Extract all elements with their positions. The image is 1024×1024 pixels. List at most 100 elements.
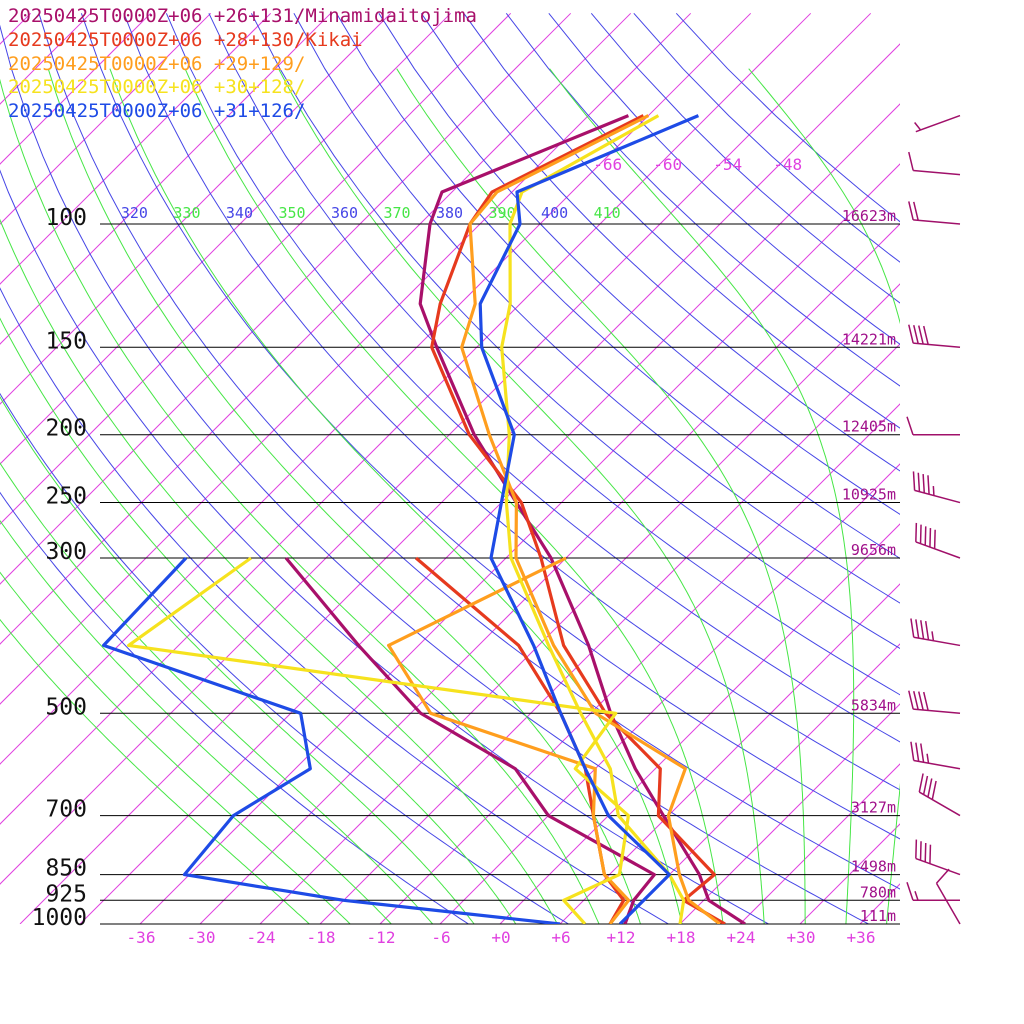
- isotherm-line: [0, 12, 272, 285]
- barb-feather: [908, 690, 914, 710]
- barb-feather: [929, 844, 932, 864]
- barb-feather: [933, 529, 936, 549]
- wind-barb: [908, 690, 961, 715]
- barb-feather: [935, 868, 950, 884]
- isotherm-line: [19, 43, 900, 924]
- isotherm-line: [0, 12, 512, 525]
- theta-label: 370: [383, 204, 410, 222]
- dry-adiabat-line: [38, 13, 900, 890]
- dewpoint-line-1: [414, 556, 626, 924]
- barb-feather: [915, 619, 920, 639]
- barb-feather: [920, 743, 925, 763]
- barb-feather: [915, 522, 918, 542]
- temperature-tick-label: +12: [607, 928, 636, 947]
- dry-adiabat-line: [335, 13, 900, 559]
- isotherm-line: [0, 12, 392, 405]
- wind-barb: [915, 839, 961, 876]
- isotherm-line: [439, 463, 900, 924]
- barb-feather: [906, 416, 914, 435]
- moist-adiabat-line: [0, 78, 600, 924]
- dry-adiabat-line: [165, 13, 900, 743]
- theta-label: 400: [541, 204, 568, 222]
- barb-feather: [924, 621, 930, 640]
- moist-adiabat-line: [549, 68, 855, 924]
- moist-adiabat-line: [109, 68, 683, 924]
- isotherm-line: [139, 163, 900, 924]
- temperature-tick-label: -24: [247, 928, 276, 947]
- barb-half-feather: [926, 753, 930, 764]
- profile-lines: [101, 114, 746, 924]
- barb-feather: [915, 742, 920, 762]
- dry-adiabat-line: [0, 169, 770, 924]
- dry-adiabat-line: [548, 12, 900, 345]
- dewpoint-line-3: [127, 556, 631, 924]
- barb-staff: [935, 882, 961, 925]
- isotherm-line: [0, 12, 812, 825]
- isotherm-line: [619, 643, 900, 924]
- barb-feather: [908, 201, 914, 221]
- dry-adiabat-line: [0, 491, 470, 924]
- temperature-tick-label: +6: [551, 928, 570, 947]
- height-label: 1498m: [851, 858, 896, 876]
- pressure-tick-label: 500: [45, 694, 87, 720]
- theta-label: 360: [331, 204, 358, 222]
- barb-feather: [917, 472, 921, 492]
- temperature-tick-label: -30: [187, 928, 216, 947]
- dewpoint-line-4: [101, 556, 561, 924]
- wind-barb: [906, 882, 960, 902]
- barb-feather: [929, 528, 932, 548]
- dry-adiabat-line: [0, 392, 570, 924]
- height-label: 780m: [860, 883, 896, 901]
- height-label: 12405m: [842, 418, 896, 436]
- height-label: 14221m: [842, 330, 896, 348]
- barb-half-feather: [914, 122, 922, 131]
- isotherm-line: [0, 12, 332, 345]
- barb-feather: [922, 775, 929, 795]
- temperature-tick-label: +36: [847, 928, 876, 947]
- barb-feather: [919, 524, 922, 544]
- wind-barb: [908, 201, 961, 225]
- legend-entry: 20250425T0000Z+06 +28+130/Kikai: [8, 28, 363, 51]
- wind-barbs: [906, 114, 961, 925]
- isotherm-line: [739, 763, 900, 924]
- temperature-tick-label: +30: [787, 928, 816, 947]
- pressure-tick-label: 850: [45, 856, 87, 882]
- barb-feather: [922, 325, 929, 345]
- isotherm-line: [199, 223, 900, 924]
- barb-feather: [924, 842, 927, 862]
- theta-label: 340: [226, 204, 253, 222]
- theta-label: 330: [173, 204, 200, 222]
- barb-staff: [913, 169, 961, 176]
- temperature-tick-label: +24: [727, 928, 756, 947]
- pressure-tick-label: 200: [45, 416, 87, 442]
- barb-feather: [913, 324, 919, 344]
- isotherm-line: [559, 583, 900, 924]
- isotherm-line: [799, 823, 900, 924]
- moist-adiabat-line: [748, 68, 900, 924]
- wind-barb: [906, 416, 960, 436]
- wind-barb: [914, 114, 961, 133]
- barb-feather: [910, 741, 915, 761]
- barb-feather: [919, 841, 922, 861]
- barb-staff: [914, 489, 961, 504]
- moist-adiabat-line: [278, 68, 765, 924]
- temperature-line-0: [418, 114, 746, 924]
- dewpoint-line-0: [284, 556, 657, 924]
- isotherm-line: [259, 283, 900, 924]
- dry-adiabat-line: [0, 287, 670, 924]
- dry-adiabat-line: [505, 12, 900, 387]
- theta-label: 410: [594, 204, 621, 222]
- barb-staff: [913, 342, 961, 349]
- barb-feather: [918, 691, 924, 711]
- chart-legend: 20250425T0000Z+06 +26+131/Minamidaitojim…: [8, 5, 477, 124]
- wind-barb: [910, 618, 961, 647]
- barb-staff: [915, 114, 961, 133]
- moist-adiabat-line: [0, 396, 475, 924]
- barb-feather: [924, 526, 927, 546]
- legend-entry: 20250425T0000Z+06 +30+128/: [8, 76, 306, 99]
- barb-feather: [922, 691, 929, 711]
- temperature-tick-label: -12: [367, 928, 396, 947]
- legend-entry: 20250425T0000Z+06 +31+126/: [8, 100, 306, 123]
- moist-adiabat-line: [0, 317, 517, 924]
- dry-adiabat-line: [250, 13, 900, 650]
